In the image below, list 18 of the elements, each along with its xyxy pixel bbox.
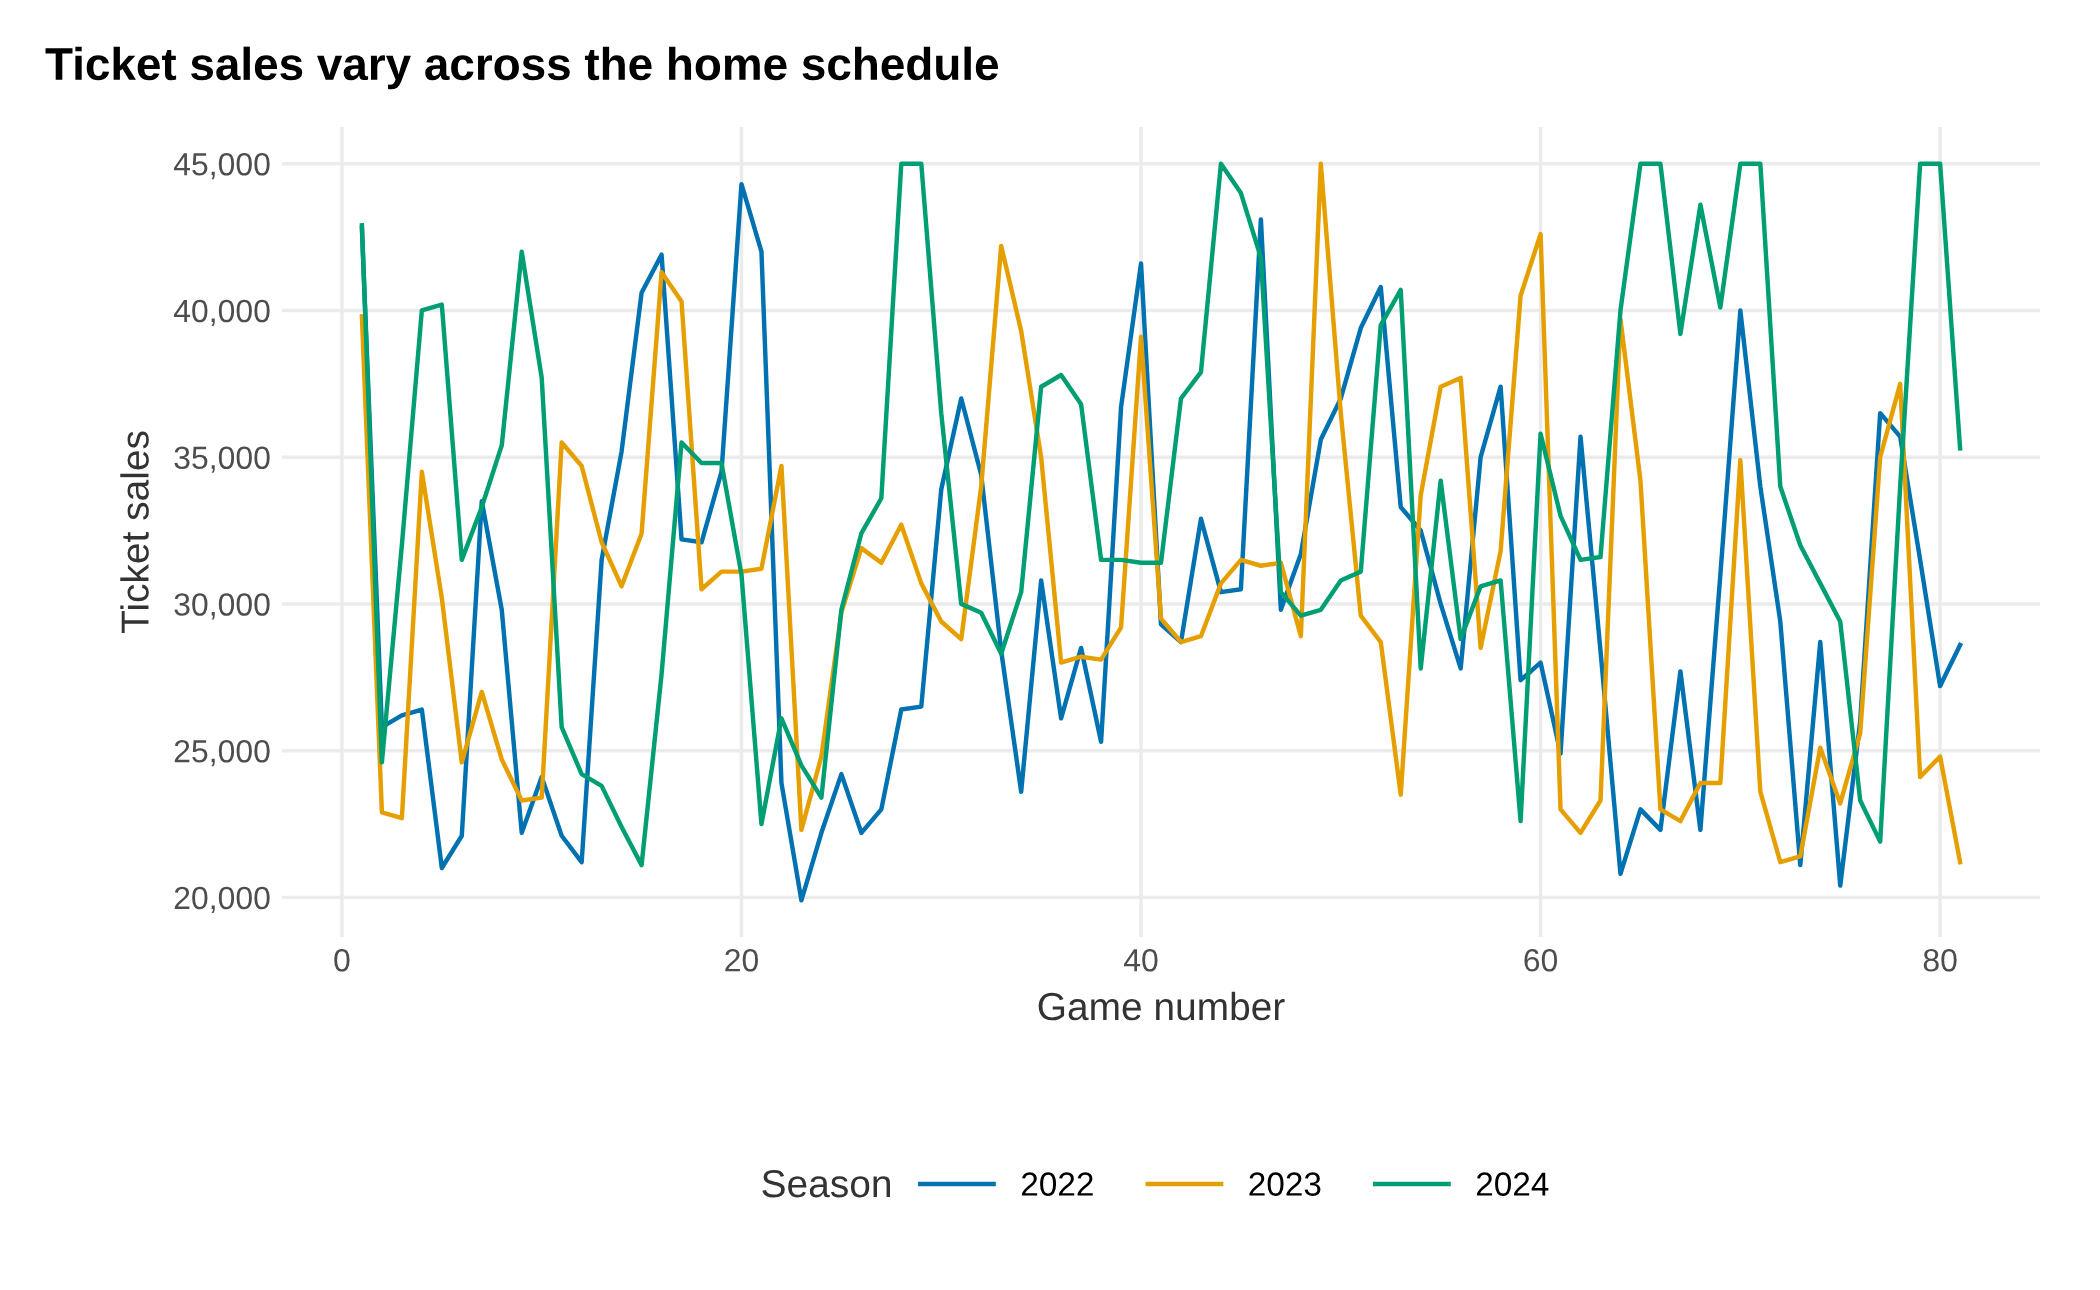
legend-label: 2024 — [1476, 1172, 1549, 1196]
x-tick-label: 80 — [1923, 948, 1957, 972]
x-axis-title: Game number — [1038, 991, 1285, 1021]
legend-title: Season — [762, 1169, 890, 1198]
y-tick-label: 40,000 — [173, 299, 270, 327]
legend-label: 2022 — [1021, 1172, 1093, 1196]
chart-title: Ticket sales vary across the home schedule — [45, 46, 998, 90]
legend-label: 2023 — [1249, 1172, 1321, 1196]
y-tick-label: 30,000 — [174, 593, 270, 620]
x-tick-label: 20 — [725, 948, 758, 972]
x-tick-label: 0 — [334, 948, 350, 972]
y-tick-label: 35,000 — [174, 446, 270, 473]
y-tick-label: 45,000 — [173, 152, 270, 180]
x-tick-label: 40 — [1123, 948, 1158, 972]
y-tick-label: 20,000 — [174, 886, 270, 914]
x-tick-label: 60 — [1524, 948, 1558, 972]
y-tick-label: 25,000 — [174, 739, 270, 767]
y-axis-title: Ticket sales — [120, 431, 149, 634]
